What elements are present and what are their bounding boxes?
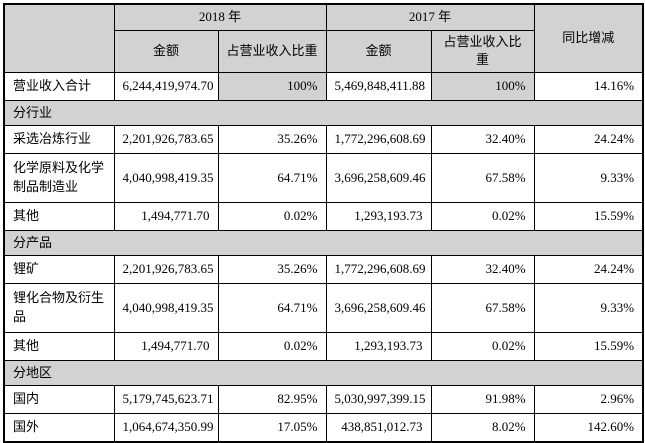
ratio-2017-cell: 91.98% <box>430 385 535 415</box>
ratio-2018-cell: 0.02% <box>217 332 327 362</box>
ratio-2018-header: 占营业收入比重 <box>217 29 327 74</box>
ratio-2018-cell: 35.26% <box>217 255 327 285</box>
amount-2018-cell: 1,064,674,350.99 <box>113 413 219 443</box>
table-row: 锂矿 2,201,926,783.65 35.26% 1,772,296,608… <box>3 255 644 285</box>
yoy-cell: 24.24% <box>533 125 644 155</box>
ratio-2017-cell: 100% <box>430 72 535 102</box>
amount-2017-cell: 5,030,997,399.15 <box>325 385 432 415</box>
ratio-2017-cell: 67.58% <box>430 153 535 204</box>
yoy-cell: 14.16% <box>533 72 644 102</box>
row-label-cell: 采选冶炼行业 <box>3 125 115 155</box>
row-label-cell: 其他 <box>3 332 115 362</box>
table-row: 采选冶炼行业 2,201,926,783.65 35.26% 1,772,296… <box>3 125 644 155</box>
row-label-cell: 锂化合物及衍生品 <box>3 283 115 334</box>
ratio-2018-cell: 64.71% <box>217 153 327 204</box>
ratio-2018-cell: 64.71% <box>217 283 327 334</box>
section-title: 分地区 <box>3 360 644 387</box>
header-row-measures: 金额 占营业收入比重 金额 占营业收入比重 <box>4 29 643 74</box>
section-row-by-region: 分地区 <box>3 360 644 387</box>
ratio-2018-cell: 0.02% <box>217 202 327 232</box>
amount-2018-cell: 6,244,419,974.70 <box>113 72 219 102</box>
ratio-2018-cell: 17.05% <box>217 413 327 443</box>
year-2018-header: 2018 年 <box>113 3 327 31</box>
amount-2017-cell: 1,293,193.73 <box>325 332 432 362</box>
section-title: 分行业 <box>3 100 644 127</box>
corner-cell <box>3 3 115 74</box>
yoy-cell: 9.33% <box>533 153 644 204</box>
yoy-cell: 2.96% <box>533 385 644 415</box>
amount-2017-cell: 438,851,012.73 <box>325 413 432 443</box>
table-row: 其他 1,494,771.70 0.02% 1,293,193.73 0.02%… <box>3 332 644 362</box>
ratio-2018-cell: 82.95% <box>217 385 327 415</box>
section-row-by-industry: 分行业 <box>3 100 644 127</box>
document-page: 2018 年 2017 年 同比增减 金额 占营业收入比重 金额 占营业收入比重… <box>3 3 645 443</box>
amount-2017-cell: 5,469,848,411.88 <box>325 72 432 102</box>
ratio-2017-cell: 0.02% <box>430 202 535 232</box>
table-row: 化学原料及化学制品制造业 4,040,998,419.35 64.71% 3,6… <box>3 153 644 204</box>
row-label-cell: 锂矿 <box>3 255 115 285</box>
amount-2018-header: 金额 <box>113 29 219 74</box>
table-row: 其他 1,494,771.70 0.02% 1,293,193.73 0.02%… <box>3 202 644 232</box>
row-label-cell: 国外 <box>3 413 115 443</box>
row-label-cell: 营业收入合计 <box>3 72 115 102</box>
section-title: 分产品 <box>3 230 644 257</box>
amount-2017-cell: 3,696,258,609.46 <box>325 153 432 204</box>
table-row: 国内 5,179,745,623.71 82.95% 5,030,997,399… <box>3 385 644 415</box>
amount-2018-cell: 1,494,771.70 <box>113 332 219 362</box>
amount-2017-header: 金额 <box>325 29 432 74</box>
section-row-by-product: 分产品 <box>3 230 644 257</box>
ratio-2017-cell: 32.40% <box>430 125 535 155</box>
ratio-2017-header: 占营业收入比重 <box>430 29 535 74</box>
amount-2018-cell: 1,494,771.70 <box>113 202 219 232</box>
yoy-cell: 9.33% <box>533 283 644 334</box>
ratio-2017-cell: 8.02% <box>430 413 535 443</box>
amount-2017-cell: 1,293,193.73 <box>325 202 432 232</box>
table-row: 国外 1,064,674,350.99 17.05% 438,851,012.7… <box>3 413 644 443</box>
revenue-breakdown-table: 2018 年 2017 年 同比增减 金额 占营业收入比重 金额 占营业收入比重… <box>3 3 645 443</box>
row-label-cell: 化学原料及化学制品制造业 <box>3 153 115 204</box>
amount-2017-cell: 1,772,296,608.69 <box>325 125 432 155</box>
yoy-cell: 142.60% <box>533 413 644 443</box>
amount-2018-cell: 4,040,998,419.35 <box>113 153 219 204</box>
yoy-header: 同比增减 <box>533 3 644 74</box>
ratio-2017-cell: 67.58% <box>430 283 535 334</box>
amount-2018-cell: 4,040,998,419.35 <box>113 283 219 334</box>
ratio-2017-cell: 32.40% <box>430 255 535 285</box>
amount-2018-cell: 2,201,926,783.65 <box>113 255 219 285</box>
ratio-2018-cell: 35.26% <box>217 125 327 155</box>
amount-2017-cell: 1,772,296,608.69 <box>325 255 432 285</box>
table-row: 锂化合物及衍生品 4,040,998,419.35 64.71% 3,696,2… <box>3 283 644 334</box>
amount-2018-cell: 2,201,926,783.65 <box>113 125 219 155</box>
row-label-cell: 其他 <box>3 202 115 232</box>
yoy-cell: 15.59% <box>533 332 644 362</box>
ratio-2017-cell: 0.02% <box>430 332 535 362</box>
header-row-years: 2018 年 2017 年 同比增减 <box>3 3 644 74</box>
amount-2018-cell: 5,179,745,623.71 <box>113 385 219 415</box>
yoy-cell: 24.24% <box>533 255 644 285</box>
yoy-cell: 15.59% <box>533 202 644 232</box>
total-revenue-row: 营业收入合计 6,244,419,974.70 100% 5,469,848,4… <box>3 72 644 102</box>
year-2017-header: 2017 年 <box>325 3 535 31</box>
row-label-cell: 国内 <box>3 385 115 415</box>
ratio-2018-cell: 100% <box>217 72 327 102</box>
amount-2017-cell: 3,696,258,609.46 <box>325 283 432 334</box>
